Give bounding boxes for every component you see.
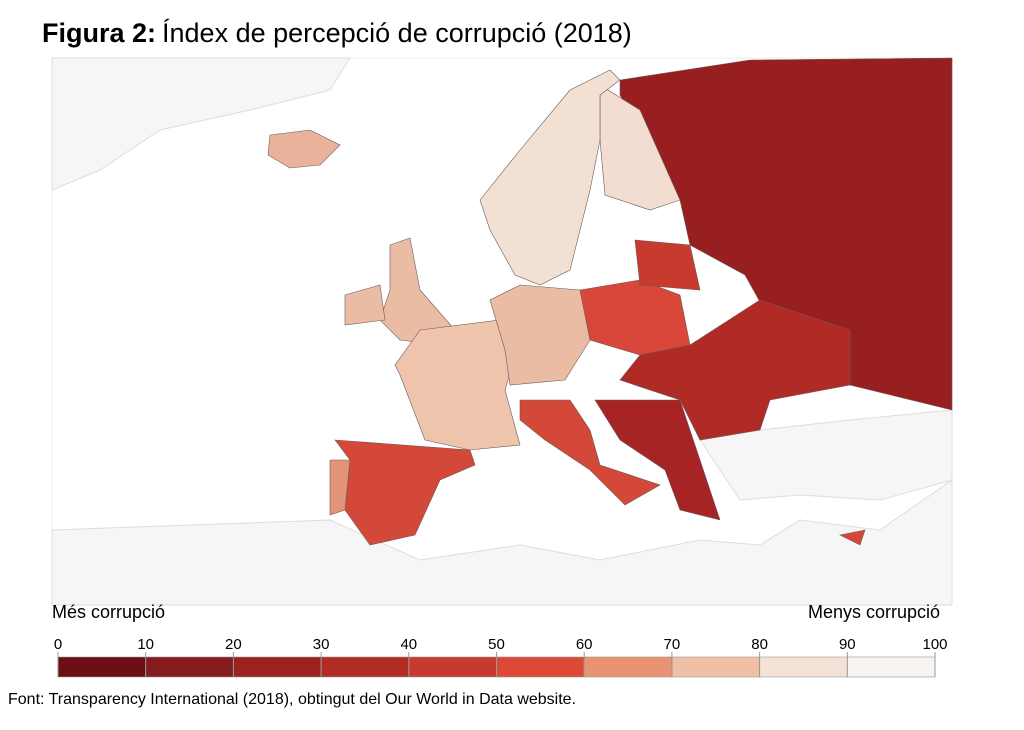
eastern-europe: [619, 299, 851, 441]
scale-tick-label: 50: [488, 636, 505, 653]
turkey: [699, 409, 953, 501]
scale-tick-label: 30: [313, 636, 330, 653]
scale-bin: [496, 656, 585, 678]
iceland: [267, 129, 341, 169]
scale-tick-label: 90: [839, 636, 856, 653]
scale-tick-label: 40: [400, 636, 417, 653]
scale-tick-label: 100: [922, 636, 947, 653]
color-scale: 0 10 20 30 40 50 60 70 80 90 100: [54, 636, 948, 678]
scale-tick-label: 20: [225, 636, 242, 653]
greenland: [51, 57, 351, 191]
portugal: [329, 459, 351, 516]
scale-bin: [320, 656, 410, 678]
scale-bin: [408, 656, 497, 678]
ireland: [344, 284, 386, 326]
italy: [519, 399, 661, 506]
germany: [489, 284, 591, 386]
legend-low-label: Més corrupció: [52, 602, 165, 622]
scale-tick-label: 60: [576, 636, 593, 653]
scale-bin: [759, 656, 848, 678]
scale-tick-label: 70: [664, 636, 681, 653]
title: Figura 2: Índex de percepció de corrupció…: [42, 18, 632, 48]
baltics: [634, 239, 701, 291]
scale-bin: [57, 656, 146, 678]
scale-bin: [233, 656, 322, 678]
map: [51, 57, 953, 606]
scale-bin: [671, 656, 760, 678]
africa: [51, 479, 953, 606]
scale-tick-label: 10: [137, 636, 154, 653]
balkans: [594, 399, 721, 521]
scale-bin: [846, 656, 936, 678]
title-text: Índex de percepció de corrupció (2018): [162, 18, 632, 48]
legend-high-label: Menys corrupció: [808, 602, 940, 622]
scale-bin: [145, 656, 234, 678]
scale-tick-label: 0: [54, 636, 62, 653]
scale-tick-label: 80: [751, 636, 768, 653]
scale-bin: [583, 656, 673, 678]
source: Font: Transparency International (2018),…: [8, 691, 576, 708]
scandinavia: [479, 69, 621, 286]
title-prefix: Figura 2:: [42, 18, 156, 48]
cyprus: [839, 529, 866, 546]
